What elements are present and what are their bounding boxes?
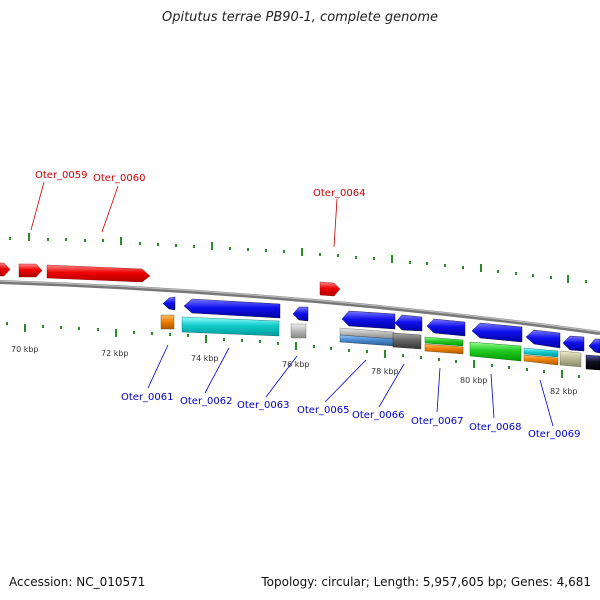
reverse-gene-orange[interactable]: [160, 314, 175, 330]
leader-lines-forward: [30, 181, 338, 248]
kbp-label: 72 kbp: [101, 349, 129, 358]
gene-label-oter-0059[interactable]: Oter_0059: [35, 170, 88, 181]
kbp-label: 80 kbp: [460, 376, 488, 385]
reverse-gene[interactable]: [588, 338, 600, 354]
forward-gene[interactable]: [18, 263, 43, 278]
reverse-gene-cyan[interactable]: [523, 347, 559, 358]
reverse-gene[interactable]: [292, 306, 309, 322]
reverse-genes: [160, 296, 600, 371]
reverse-gene[interactable]: [525, 329, 561, 349]
kbp-label: 82 kbp: [550, 387, 578, 396]
reverse-gene-dark[interactable]: [392, 332, 422, 350]
gene-label-oter-0069[interactable]: Oter_0069: [528, 429, 581, 440]
reverse-gene[interactable]: [394, 314, 423, 332]
gene-label-oter-0067[interactable]: Oter_0067: [411, 416, 464, 427]
gene-label-oter-0065[interactable]: Oter_0065: [297, 405, 350, 416]
forward-genes: [0, 262, 341, 297]
genome-backbone: [0, 280, 600, 335]
reverse-gene-green[interactable]: [469, 341, 522, 362]
genome-stats-text: Topology: circular; Length: 5,957,605 bp…: [261, 575, 591, 589]
kbp-label: 78 kbp: [371, 367, 399, 376]
reverse-gene[interactable]: [341, 310, 396, 330]
kbp-label: 70 kbp: [11, 345, 39, 354]
forward-gene[interactable]: [46, 264, 151, 283]
gene-label-oter-0061[interactable]: Oter_0061: [121, 392, 174, 403]
genome-title: Opitutus terrae PB90-1, complete genome: [161, 10, 439, 25]
leader-lines-reverse: [147, 344, 554, 427]
forward-gene-labels: Oter_0059 Oter_0060 Oter_0064: [35, 170, 366, 199]
tick-row-lower: [6, 322, 580, 378]
gene-label-oter-0066[interactable]: Oter_0066: [352, 410, 405, 421]
reverse-gene[interactable]: [183, 298, 281, 319]
reverse-gene[interactable]: [162, 296, 176, 311]
reverse-gene-orange[interactable]: [523, 354, 559, 366]
kbp-scale-labels: 70 kbp 72 kbp 74 kbp 76 kbp 78 kbp 80 kb…: [11, 345, 578, 396]
reverse-gene[interactable]: [471, 322, 523, 343]
genome-backbone-highlight: [0, 280, 600, 333]
accession-text: Accession: NC_010571: [9, 575, 146, 589]
gene-label-oter-0068[interactable]: Oter_0068: [469, 422, 522, 433]
gene-label-oter-0063[interactable]: Oter_0063: [237, 400, 290, 411]
reverse-gene[interactable]: [426, 318, 466, 337]
reverse-gene-khaki[interactable]: [559, 350, 582, 368]
reverse-gene[interactable]: [562, 335, 585, 352]
reverse-gene-cyan[interactable]: [181, 316, 280, 337]
reverse-gene-labels: Oter_0061 Oter_0062 Oter_0063 Oter_0065 …: [121, 392, 581, 440]
gene-label-oter-0062[interactable]: Oter_0062: [180, 396, 233, 407]
tick-row-upper: [9, 233, 587, 283]
kbp-label: 74 kbp: [191, 354, 219, 363]
gene-label-oter-0064[interactable]: Oter_0064: [313, 188, 366, 199]
forward-gene[interactable]: [0, 262, 11, 277]
kbp-label: 76 kbp: [282, 360, 310, 369]
reverse-gene-orange[interactable]: [424, 343, 464, 355]
reverse-gene-navy[interactable]: [585, 354, 600, 371]
gene-label-oter-0060[interactable]: Oter_0060: [93, 173, 146, 184]
forward-gene[interactable]: [319, 281, 341, 297]
reverse-gene-green[interactable]: [424, 336, 464, 347]
reverse-gene-gray[interactable]: [290, 323, 307, 339]
